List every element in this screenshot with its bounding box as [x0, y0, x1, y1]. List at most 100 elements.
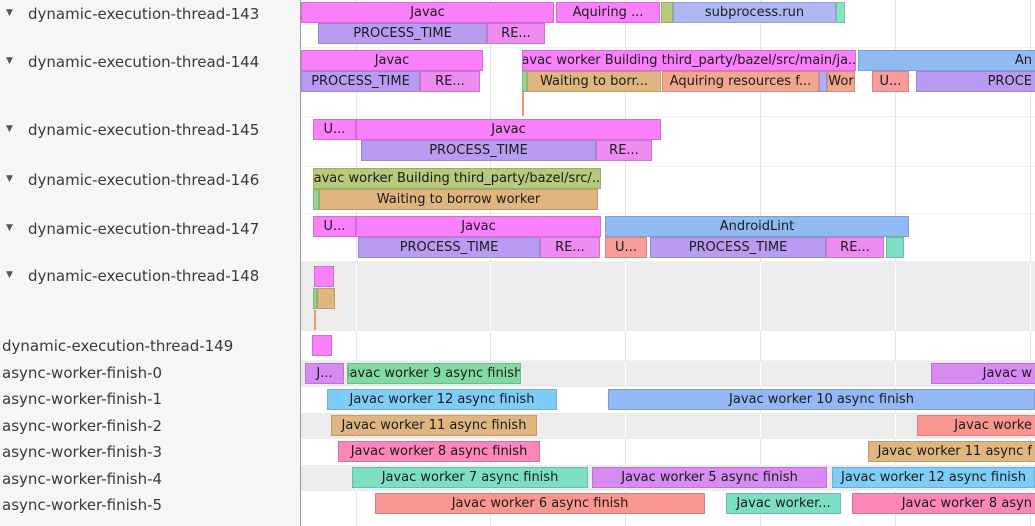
trace-slice[interactable]: Javac worker 9 async finish: [347, 363, 521, 384]
trace-slice[interactable]: U...: [872, 71, 909, 92]
sidebar-track-row[interactable]: async-worker-finish-1: [0, 388, 300, 410]
trace-slice[interactable]: Javac worker 11 async finish: [331, 415, 537, 436]
sidebar-track-row[interactable]: dynamic-execution-thread-149: [0, 335, 300, 357]
trace-slice[interactable]: Javac worke: [917, 415, 1035, 436]
slice-label: Javac worker Building third_party/bazel/…: [313, 171, 601, 186]
trace-slice[interactable]: RE...: [540, 237, 600, 258]
trace-slice[interactable]: Waiting to borrow worker: [319, 189, 598, 210]
sidebar-track-row[interactable]: async-worker-finish-4: [0, 468, 300, 490]
trace-slice[interactable]: Javac worker 7 async finish: [352, 467, 588, 488]
trace-slice[interactable]: U...: [313, 216, 356, 237]
trace-slice[interactable]: [886, 237, 904, 258]
sidebar-track-row[interactable]: ▼ dynamic-execution-thread-144: [0, 51, 300, 73]
collapse-triangle-icon[interactable]: ▼: [6, 174, 13, 185]
trace-slice[interactable]: Javac: [356, 119, 661, 140]
trace-slice[interactable]: Aquiring resources f...: [662, 71, 819, 92]
track-separator: [301, 166, 1035, 167]
gridline: [895, 413, 896, 439]
trace-slice[interactable]: Waiting to borr...: [527, 71, 661, 92]
slice-label: U...: [323, 122, 346, 137]
slice-label: Javac w: [982, 366, 1032, 381]
trace-slice[interactable]: Javac w: [931, 363, 1035, 384]
gridline: [625, 262, 626, 331]
trace-slice[interactable]: [317, 288, 335, 309]
slice-label: Javac worker...: [736, 496, 831, 511]
trace-slice[interactable]: U...: [605, 237, 647, 258]
trace-slice[interactable]: Javac worker 8 asyn: [852, 493, 1035, 514]
instant-marker: [522, 92, 524, 116]
trace-slice[interactable]: Javac worker 12 async finish: [327, 389, 557, 410]
trace-slice[interactable]: Javac worker 8 async finish: [338, 441, 540, 462]
trace-slice[interactable]: RE...: [420, 71, 480, 92]
trace-slice[interactable]: PROCE: [916, 71, 1035, 92]
trace-slice[interactable]: [313, 189, 319, 210]
sidebar-track-row[interactable]: ▼ dynamic-execution-thread-148: [0, 265, 300, 287]
trace-slice[interactable]: Javac: [356, 216, 601, 237]
trace-slice[interactable]: Aquiring ...: [556, 2, 660, 23]
trace-slice[interactable]: Javac worker Building third_party/bazel/…: [313, 168, 601, 189]
collapse-triangle-icon[interactable]: ▼: [6, 223, 13, 234]
trace-slice[interactable]: Javac worker 5 async finish: [592, 467, 827, 488]
trace-slice[interactable]: [836, 2, 845, 23]
trace-slice[interactable]: An: [858, 50, 1035, 71]
trace-slice[interactable]: Javac worker Building third_party/bazel/…: [522, 50, 856, 71]
trace-slice[interactable]: Javac worker...: [726, 493, 841, 514]
trace-slice[interactable]: [522, 71, 527, 92]
trace-slice[interactable]: U...: [313, 119, 356, 140]
slice-label: Waiting to borr...: [540, 74, 648, 89]
slice-label: Javac: [461, 219, 496, 234]
trace-slice[interactable]: RE...: [826, 237, 884, 258]
sidebar-track-row[interactable]: ▼ dynamic-execution-thread-143: [0, 3, 300, 25]
trace-slice[interactable]: AndroidLint: [605, 216, 909, 237]
slice-label: PROCESS_TIME: [429, 143, 528, 158]
instant-marker: [314, 310, 316, 330]
track-label: dynamic-execution-thread-148: [28, 267, 260, 285]
trace-slice[interactable]: [314, 266, 334, 287]
slice-label: PROCESS_TIME: [688, 240, 788, 255]
trace-slice[interactable]: Javac worker 11 async f: [868, 441, 1035, 462]
trace-slice[interactable]: [661, 2, 673, 23]
track-label: async-worker-finish-3: [2, 443, 163, 461]
trace-slice[interactable]: PROCESS_TIME: [318, 23, 487, 44]
slice-label: Javac worker 5 async finish: [621, 470, 798, 485]
sidebar-track-row[interactable]: async-worker-finish-5: [0, 494, 300, 516]
slice-label: Aquiring resources f...: [669, 74, 812, 89]
trace-slice[interactable]: Javac: [301, 2, 554, 23]
timeline-canvas[interactable]: Javac Aquiring ... subprocess.run PROCESS_T…: [301, 0, 1035, 526]
sidebar-track-row[interactable]: async-worker-finish-0: [0, 362, 300, 384]
slice-label: Javac worker 9 async finish: [347, 366, 521, 381]
trace-slice[interactable]: subprocess.run: [673, 2, 836, 23]
trace-slice[interactable]: [312, 335, 332, 356]
sidebar-track-row[interactable]: ▼ dynamic-execution-thread-146: [0, 169, 300, 191]
trace-slice[interactable]: [313, 288, 317, 309]
sidebar-track-row[interactable]: async-worker-finish-3: [0, 441, 300, 463]
trace-slice[interactable]: PROCESS_TIME: [358, 237, 540, 258]
trace-slice[interactable]: J...: [305, 363, 344, 384]
trace-slice[interactable]: Javac worker 6 async finish: [375, 493, 705, 514]
collapse-triangle-icon[interactable]: ▼: [6, 270, 13, 281]
trace-slice[interactable]: RE...: [596, 140, 652, 161]
slice-label: AndroidLint: [719, 219, 795, 234]
collapse-triangle-icon[interactable]: ▼: [6, 124, 13, 135]
sidebar-track-row[interactable]: ▼ dynamic-execution-thread-145: [0, 119, 300, 141]
track-label: dynamic-execution-thread-143: [28, 5, 260, 23]
gridline: [356, 262, 357, 331]
slice-label: Javac worker 12 async finish: [841, 470, 1026, 485]
collapse-triangle-icon[interactable]: ▼: [6, 8, 13, 19]
trace-slice[interactable]: RE...: [487, 23, 545, 44]
trace-slice[interactable]: PROCESS_TIME: [301, 71, 420, 92]
track-label: async-worker-finish-0: [2, 364, 163, 382]
trace-slice[interactable]: PROCESS_TIME: [361, 140, 596, 161]
trace-slice[interactable]: Javac worker 12 async finish: [832, 467, 1035, 488]
track-separator: [301, 213, 1035, 214]
trace-slice[interactable]: [819, 71, 827, 92]
trace-slice[interactable]: Javac worker 10 async finish: [608, 389, 1035, 410]
sidebar-track-row[interactable]: ▼ dynamic-execution-thread-147: [0, 218, 300, 240]
track-label: dynamic-execution-thread-147: [28, 220, 260, 238]
slice-label: Javac worker 6 async finish: [451, 496, 629, 511]
trace-slice[interactable]: Javac: [301, 50, 483, 71]
trace-slice[interactable]: Wor: [827, 71, 855, 92]
sidebar-track-row[interactable]: async-worker-finish-2: [0, 415, 300, 437]
collapse-triangle-icon[interactable]: ▼: [6, 56, 13, 67]
trace-slice[interactable]: PROCESS_TIME: [650, 237, 826, 258]
